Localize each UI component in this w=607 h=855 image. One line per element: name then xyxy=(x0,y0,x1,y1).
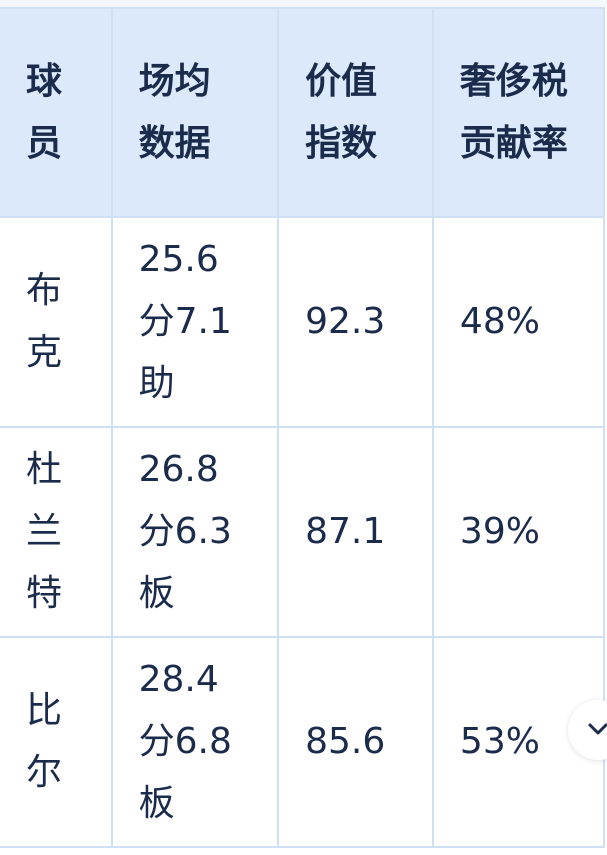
cell-text: 85.6 xyxy=(305,721,386,762)
header-label: 场均数据 xyxy=(138,60,211,164)
cell-text: 布克 xyxy=(26,270,63,373)
cell-player: 布克 xyxy=(0,216,113,428)
cell-text: 92.3 xyxy=(305,301,386,342)
top-strip xyxy=(0,0,607,7)
cell-tax-contribution: 48% xyxy=(431,216,606,428)
cell-text: 比尔 xyxy=(26,690,63,793)
cell-text: 39% xyxy=(459,511,540,552)
cell-text: 28.4分6.8板 xyxy=(138,659,232,824)
header-player: 球员 xyxy=(0,7,113,218)
header-label: 奢侈税贡献率 xyxy=(459,60,568,164)
cell-player: 比尔 xyxy=(0,636,113,848)
table-row: 比尔 28.4分6.8板 85.6 53% xyxy=(0,636,606,848)
cell-stats: 26.8分6.3板 xyxy=(110,426,280,638)
header-label: 价值指数 xyxy=(305,60,378,164)
header-value-index: 价值指数 xyxy=(277,7,434,218)
cell-tax-contribution: 39% xyxy=(431,426,606,638)
table-header-row: 球员 场均数据 价值指数 奢侈税贡献率 xyxy=(0,7,606,218)
table-row: 杜兰特 26.8分6.3板 87.1 39% xyxy=(0,426,606,638)
cell-text: 87.1 xyxy=(305,511,386,552)
chevron-down-icon xyxy=(588,723,607,735)
cell-value-index: 92.3 xyxy=(277,216,434,428)
header-tax-contribution: 奢侈税贡献率 xyxy=(431,7,606,218)
cell-stats: 28.4分6.8板 xyxy=(110,636,280,848)
cell-text: 杜兰特 xyxy=(26,449,63,614)
cell-stats: 25.6分7.1助 xyxy=(110,216,280,428)
cell-player: 杜兰特 xyxy=(0,426,113,638)
cell-text: 53% xyxy=(459,721,540,762)
header-label: 球员 xyxy=(26,60,63,164)
cell-value-index: 85.6 xyxy=(277,636,434,848)
cell-text: 26.8分6.3板 xyxy=(138,449,232,614)
table-row: 布克 25.6分7.1助 92.3 48% xyxy=(0,216,606,428)
cell-text: 25.6分7.1助 xyxy=(138,239,232,404)
header-stats: 场均数据 xyxy=(110,7,280,218)
cell-text: 48% xyxy=(459,301,540,342)
cell-value-index: 87.1 xyxy=(277,426,434,638)
player-table: 球员 场均数据 价值指数 奢侈税贡献率 布克 25.6分7.1助 92.3 48… xyxy=(0,7,606,848)
